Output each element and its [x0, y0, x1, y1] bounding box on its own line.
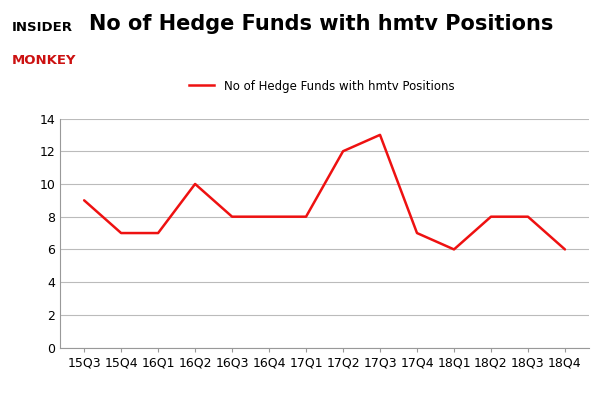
Text: MONKEY: MONKEY — [11, 54, 76, 67]
Text: INSIDER: INSIDER — [11, 21, 72, 34]
Text: No of Hedge Funds with hmtv Positions: No of Hedge Funds with hmtv Positions — [90, 14, 554, 34]
Legend: No of Hedge Funds with hmtv Positions: No of Hedge Funds with hmtv Positions — [184, 75, 459, 98]
